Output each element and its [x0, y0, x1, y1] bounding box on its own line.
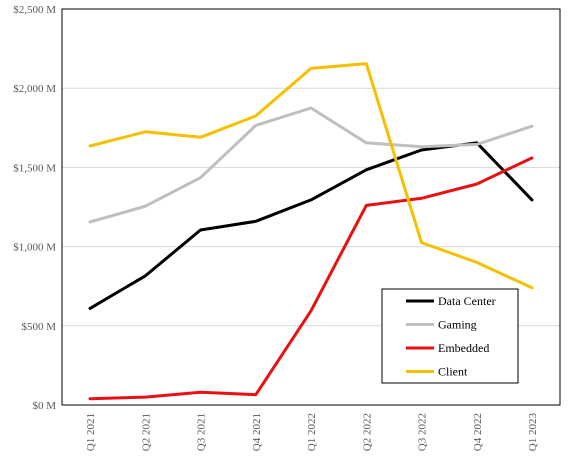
legend: Data Center Gaming Embedded Client — [381, 288, 519, 384]
series-line-gaming — [88, 106, 534, 224]
series-lines — [88, 62, 534, 401]
x-axis-ticks: Q1 2021 Q2 2021 Q3 2021 Q4 2021 Q1 2022 Q2 20… — [85, 413, 539, 452]
x-tick-label: Q1 2023 — [527, 413, 539, 452]
series-line-embedded — [88, 156, 534, 401]
y-axis-ticks: $0 M $500 M $1,000 M $1,500 M $2,000 M $2,500… — [13, 4, 56, 412]
x-tick-label: Q2 2021 — [140, 413, 152, 451]
x-tick-label: Q3 2021 — [196, 413, 208, 451]
x-tick-label: Q1 2021 — [85, 413, 97, 451]
series-line-client — [88, 62, 534, 290]
plot-area-border — [61, 8, 561, 406]
y-tick-label: $0 M — [32, 400, 56, 412]
x-tick-label: Q3 2022 — [417, 413, 429, 451]
y-tick-label: $1,500 M — [13, 162, 56, 174]
x-tick-label: Q4 2022 — [472, 413, 484, 451]
legend-label: Data Center — [438, 294, 496, 308]
y-tick-label: $2,000 M — [13, 83, 56, 95]
legend-label: Embedded — [438, 341, 489, 355]
y-tick-label: $1,000 M — [13, 242, 56, 254]
y-tick-label: $2,500 M — [13, 4, 56, 16]
y-tick-label: $500 M — [21, 321, 56, 333]
x-tick-label: Q1 2022 — [306, 413, 318, 451]
legend-label: Gaming — [438, 318, 477, 332]
legend-label: Client — [438, 365, 468, 379]
x-tick-label: Q2 2022 — [361, 413, 373, 451]
x-tick-label: Q4 2021 — [251, 413, 263, 451]
legend-box — [381, 288, 519, 384]
